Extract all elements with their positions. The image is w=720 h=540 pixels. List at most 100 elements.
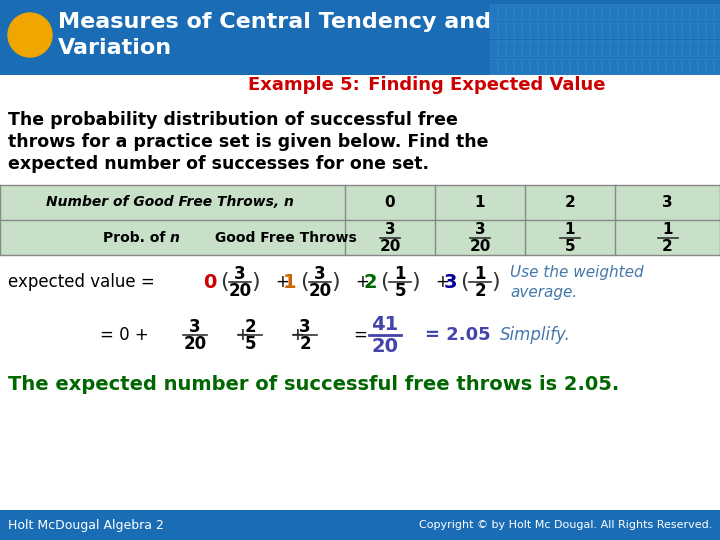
FancyBboxPatch shape [602,4,609,20]
Text: 20: 20 [379,239,401,254]
Text: =: = [353,326,367,344]
FancyBboxPatch shape [714,58,720,74]
FancyBboxPatch shape [498,4,505,20]
Text: average.: average. [510,285,577,300]
FancyBboxPatch shape [578,40,585,56]
FancyBboxPatch shape [626,4,633,20]
FancyBboxPatch shape [522,22,529,38]
FancyBboxPatch shape [538,58,545,74]
FancyBboxPatch shape [490,22,497,38]
Text: 1: 1 [564,222,575,237]
FancyBboxPatch shape [682,58,689,74]
Text: 3: 3 [300,318,311,336]
FancyBboxPatch shape [610,22,617,38]
FancyBboxPatch shape [698,4,705,20]
FancyBboxPatch shape [498,22,505,38]
FancyBboxPatch shape [0,510,720,540]
Text: Number of Good Free Throws, n: Number of Good Free Throws, n [46,195,294,210]
Text: +: + [435,273,449,291]
Text: ): ) [332,272,341,292]
FancyBboxPatch shape [658,22,665,38]
Text: Holt McDougal Algebra 2: Holt McDougal Algebra 2 [8,518,164,531]
FancyBboxPatch shape [698,22,705,38]
Text: 2: 2 [244,318,256,336]
FancyBboxPatch shape [522,40,529,56]
FancyBboxPatch shape [0,185,720,220]
FancyBboxPatch shape [514,22,521,38]
FancyBboxPatch shape [506,58,513,74]
FancyBboxPatch shape [554,40,561,56]
FancyBboxPatch shape [634,58,641,74]
Text: 5: 5 [395,282,406,300]
FancyBboxPatch shape [706,4,713,20]
FancyBboxPatch shape [578,22,585,38]
Text: 20: 20 [184,335,207,353]
FancyBboxPatch shape [658,40,665,56]
Text: Good Free Throws: Good Free Throws [210,231,356,245]
FancyBboxPatch shape [706,22,713,38]
FancyBboxPatch shape [594,58,601,74]
Text: Simplify.: Simplify. [500,326,571,344]
FancyBboxPatch shape [650,58,657,74]
FancyBboxPatch shape [602,58,609,74]
FancyBboxPatch shape [690,4,697,20]
Text: Measures of Central Tendency and: Measures of Central Tendency and [58,12,491,32]
Text: 2: 2 [300,335,311,353]
Text: 3: 3 [234,265,246,283]
FancyBboxPatch shape [674,40,681,56]
FancyBboxPatch shape [594,40,601,56]
Text: 2: 2 [363,273,377,292]
FancyBboxPatch shape [554,58,561,74]
FancyBboxPatch shape [666,40,673,56]
FancyBboxPatch shape [538,4,545,20]
FancyBboxPatch shape [594,22,601,38]
FancyBboxPatch shape [562,40,569,56]
Text: throws for a practice set is given below. Find the: throws for a practice set is given below… [8,133,488,151]
Text: 3: 3 [314,265,326,283]
Text: ): ) [492,272,500,292]
FancyBboxPatch shape [562,22,569,38]
Text: Use the weighted: Use the weighted [510,265,644,280]
FancyBboxPatch shape [586,4,593,20]
Text: expected value =: expected value = [8,273,160,291]
FancyBboxPatch shape [642,22,649,38]
FancyBboxPatch shape [506,4,513,20]
FancyBboxPatch shape [650,40,657,56]
Text: +: + [235,326,249,344]
FancyBboxPatch shape [698,58,705,74]
FancyBboxPatch shape [570,22,577,38]
FancyBboxPatch shape [538,22,545,38]
FancyBboxPatch shape [682,22,689,38]
FancyBboxPatch shape [490,40,497,56]
FancyBboxPatch shape [490,58,497,74]
FancyBboxPatch shape [674,58,681,74]
FancyBboxPatch shape [618,58,625,74]
FancyBboxPatch shape [530,40,537,56]
Text: Copyright © by Holt Mc Dougal. All Rights Reserved.: Copyright © by Holt Mc Dougal. All Right… [418,520,712,530]
FancyBboxPatch shape [634,40,641,56]
Text: (: ( [379,272,388,292]
FancyBboxPatch shape [506,40,513,56]
FancyBboxPatch shape [682,4,689,20]
Text: Finding Expected Value: Finding Expected Value [362,76,606,94]
Text: 20: 20 [372,338,398,356]
FancyBboxPatch shape [490,4,497,20]
FancyBboxPatch shape [498,58,505,74]
FancyBboxPatch shape [714,22,720,38]
FancyBboxPatch shape [650,4,657,20]
FancyBboxPatch shape [714,40,720,56]
FancyBboxPatch shape [514,40,521,56]
FancyBboxPatch shape [650,22,657,38]
Text: 1: 1 [474,265,486,283]
FancyBboxPatch shape [554,22,561,38]
Text: 1: 1 [662,222,672,237]
FancyBboxPatch shape [602,40,609,56]
Text: 3: 3 [384,222,395,237]
FancyBboxPatch shape [586,22,593,38]
FancyBboxPatch shape [562,4,569,20]
FancyBboxPatch shape [698,40,705,56]
FancyBboxPatch shape [626,58,633,74]
Text: 20: 20 [228,282,251,300]
FancyBboxPatch shape [610,40,617,56]
FancyBboxPatch shape [682,40,689,56]
